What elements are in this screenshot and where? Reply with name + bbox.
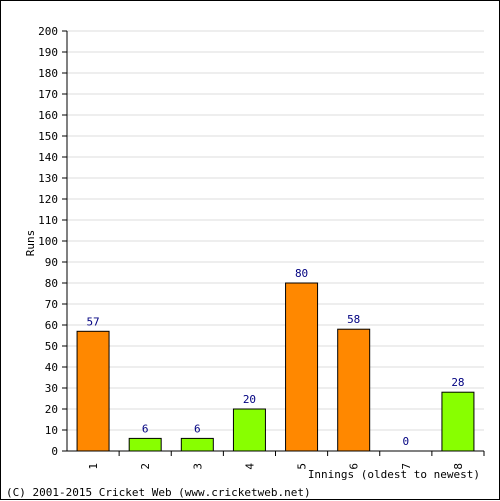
x-tick-label: 8 (452, 463, 465, 470)
x-axis-label: Innings (oldest to newest) (308, 468, 480, 481)
y-tick-label: 90 (45, 256, 58, 269)
y-tick-label: 130 (38, 172, 58, 185)
y-axis-ticks: 0 10 20 30 40 50 60 70 80 90 100 110 120 130 140 150 160… (38, 25, 67, 458)
data-label: 20 (243, 393, 256, 406)
y-tick-label: 10 (45, 424, 58, 437)
y-tick-label: 100 (38, 235, 58, 248)
data-label: 57 (86, 315, 99, 328)
y-tick-label: 200 (38, 25, 58, 38)
y-axis-label: Runs (24, 230, 37, 257)
data-labels: 57 6 6 20 80 58 0 28 (86, 267, 464, 448)
data-label: 58 (347, 313, 360, 326)
y-tick-label: 110 (38, 214, 58, 227)
y-tick-label: 120 (38, 193, 58, 206)
y-tick-label: 80 (45, 277, 58, 290)
x-tick-label: 6 (348, 463, 361, 470)
bar (285, 282, 319, 452)
y-tick-label: 20 (45, 403, 58, 416)
bar (441, 391, 475, 452)
bar (232, 408, 266, 452)
y-tick-label: 40 (45, 361, 58, 374)
y-tick-label: 190 (38, 46, 58, 59)
bar (180, 437, 214, 452)
y-tick-label: 0 (51, 445, 58, 458)
y-tick-label: 160 (38, 109, 58, 122)
bar (337, 328, 371, 452)
y-tick-label: 30 (45, 382, 58, 395)
x-tick-label: 1 (87, 463, 100, 470)
y-tick-label: 60 (45, 319, 58, 332)
y-tick-label: 140 (38, 151, 58, 164)
x-tick-label: 7 (400, 463, 413, 470)
bar (128, 437, 162, 452)
y-tick-label: 50 (45, 340, 58, 353)
data-label: 0 (403, 435, 410, 448)
data-label: 6 (142, 422, 149, 435)
data-label: 6 (194, 422, 201, 435)
x-tick-label: 2 (139, 463, 152, 470)
y-tick-label: 150 (38, 130, 58, 143)
x-tick-label: 5 (296, 463, 309, 470)
gridlines (67, 30, 484, 431)
y-tick-label: 180 (38, 67, 58, 80)
bar (76, 330, 110, 452)
x-tick-label: 4 (243, 463, 256, 470)
y-tick-label: 70 (45, 298, 58, 311)
x-axis-ticks: 1 2 3 4 5 6 7 8 (87, 451, 485, 470)
data-label: 80 (295, 267, 308, 280)
copyright-footer: (C) 2001-2015 Cricket Web (www.cricketwe… (6, 486, 311, 499)
x-tick-label: 3 (191, 463, 204, 470)
y-tick-label: 170 (38, 88, 58, 101)
data-label: 28 (451, 376, 464, 389)
